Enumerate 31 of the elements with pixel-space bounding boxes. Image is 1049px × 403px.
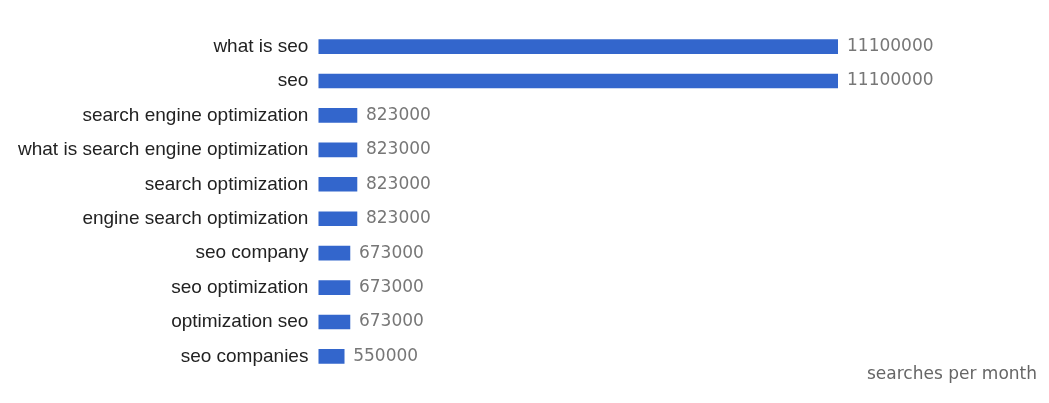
y-tick-label: what is search engine optimization [17,138,309,160]
y-tick-label: seo companies [180,344,309,366]
bar [318,245,351,261]
y-tick-label: search optimization [144,172,309,194]
bar [318,349,345,364]
bar [318,280,351,295]
data-label: 673000 [358,275,424,296]
data-label: 823000 [365,138,431,159]
y-tick-label: seo company [195,241,309,263]
y-tick-label: optimization seo [171,310,309,332]
bar [318,73,838,89]
y-tick-label: engine search optimization [82,206,309,228]
bar [318,108,358,123]
data-label: 823000 [365,207,431,228]
data-label: 550000 [353,344,419,365]
bar [318,39,838,54]
bar [318,176,358,192]
bar [318,211,358,227]
y-tick-label: seo optimization [171,275,309,297]
y-tick-label: what is seo [212,34,309,56]
data-label: 11100000 [847,35,934,56]
data-label: 11100000 [847,69,934,90]
bar [318,314,351,330]
data-label: 823000 [365,172,431,193]
x-axis-title: searches per month [866,363,1037,384]
y-tick-label: search engine optimization [82,103,309,125]
data-label: 673000 [358,241,424,262]
y-tick-label: seo [277,69,309,91]
bar [318,142,358,158]
data-label: 823000 [365,103,431,124]
data-label: 673000 [358,310,424,331]
